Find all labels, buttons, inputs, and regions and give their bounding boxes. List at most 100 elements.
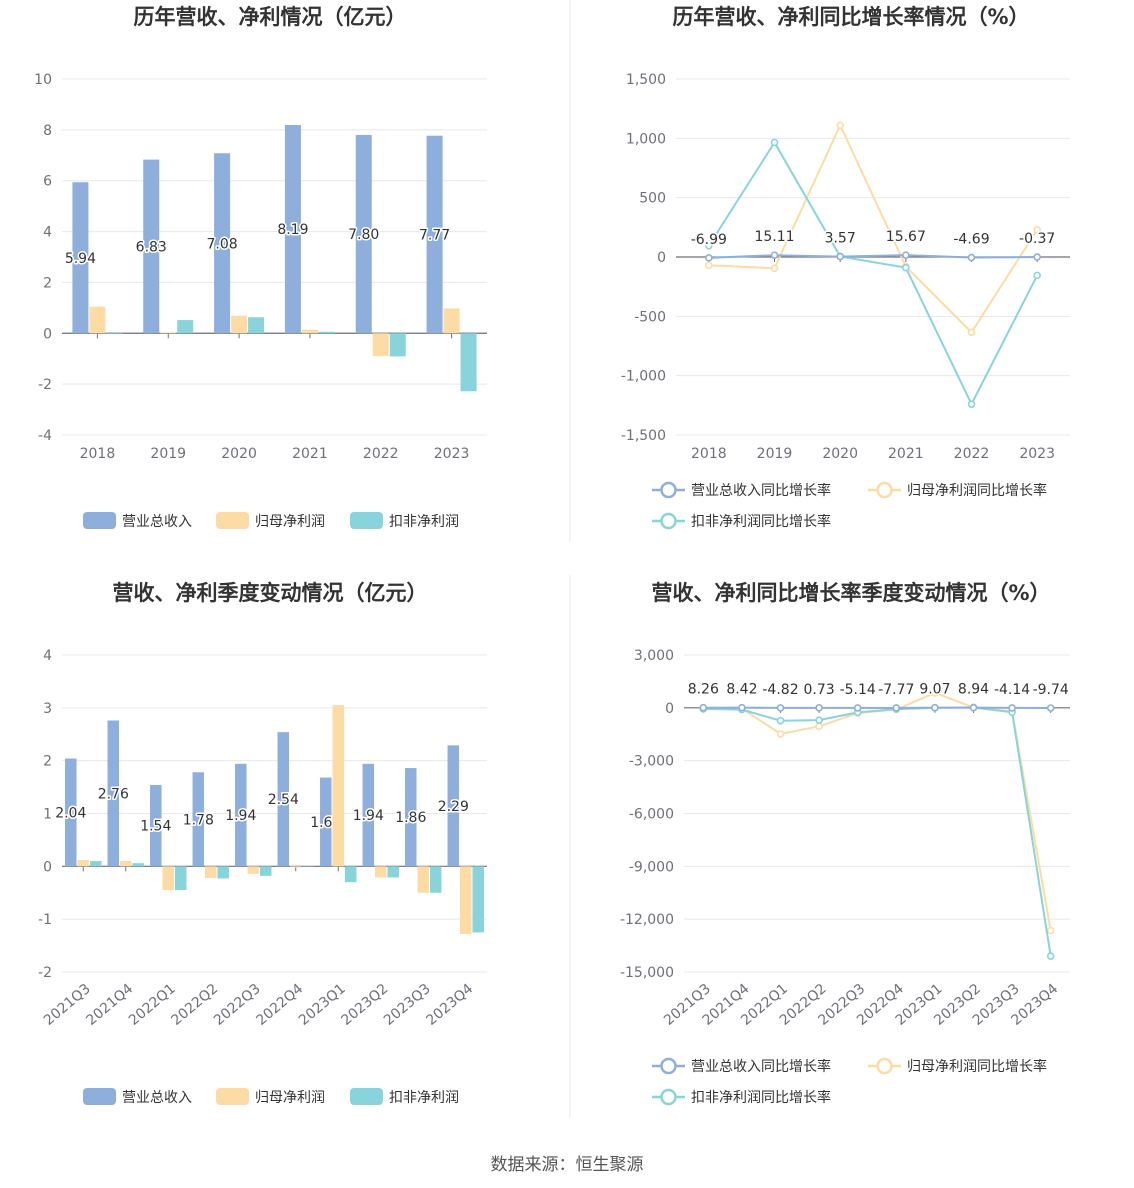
series-point xyxy=(902,251,910,259)
bar-data-label: 2.54 xyxy=(268,792,299,808)
line-data-label: 8.94 xyxy=(958,682,989,698)
y-tick-label: -15,000 xyxy=(620,965,674,981)
x-tick-label: 2018 xyxy=(691,446,727,462)
series-point xyxy=(1046,926,1055,935)
line-data-label: -7.77 xyxy=(878,682,914,698)
bar-deducted-profit xyxy=(344,866,357,883)
series-point xyxy=(902,263,910,272)
bar-net-profit xyxy=(205,866,217,878)
series-point xyxy=(1046,704,1055,712)
bar-net-profit xyxy=(247,866,259,874)
series-point xyxy=(699,703,708,712)
annual-growth-chart: 历年营收、净利同比增长率情况（%） -1,500 -1,000 -500 0 500 1,0… xyxy=(621,5,1070,530)
legend-item[interactable]: 归母净利润 xyxy=(216,512,325,530)
series-point xyxy=(892,704,901,712)
y-tick-label: 6 xyxy=(43,174,52,190)
y-tick-label: 3,000 xyxy=(634,648,674,664)
bar-deducted-profit xyxy=(302,866,314,867)
line-data-label: 3.57 xyxy=(825,231,856,247)
y-tick-label: -12,000 xyxy=(620,912,674,928)
series-point xyxy=(1033,225,1041,234)
legend-item[interactable]: 营业总收入 xyxy=(83,1088,192,1106)
legend-swatch xyxy=(216,512,249,529)
series-point xyxy=(815,704,823,712)
bar-data-label: 1.86 xyxy=(395,810,426,826)
y-tick-label: -9,000 xyxy=(629,859,674,875)
bar-revenue xyxy=(355,134,372,334)
bar-revenue xyxy=(192,772,205,867)
line-data-label: -0.37 xyxy=(1019,231,1055,247)
bar-data-label: 7.77 xyxy=(419,227,450,243)
legend-label: 归母净利润同比增长率 xyxy=(907,482,1047,499)
line-data-label: 8.26 xyxy=(688,682,719,698)
legend-swatch-marker xyxy=(876,481,893,499)
x-tick-label: 2020 xyxy=(221,446,257,462)
series-point xyxy=(815,722,823,731)
x-tick-label: 2023 xyxy=(434,446,470,462)
legend-item[interactable]: 归母净利润同比增长率 xyxy=(868,1057,1047,1075)
x-tick-label: 2018 xyxy=(80,446,116,462)
bar-net-profit xyxy=(160,332,177,334)
data-source-note: 数据来源：恒生聚源 xyxy=(490,1155,644,1175)
legend-label: 归母净利润同比增长率 xyxy=(907,1058,1047,1075)
bar-revenue xyxy=(320,777,332,867)
legend-item[interactable]: 营业总收入同比增长率 xyxy=(652,1057,831,1075)
bar-data-label: 2.76 xyxy=(98,786,129,802)
legend-item[interactable]: 扣非净利润同比增长率 xyxy=(652,1088,831,1106)
legend-label: 扣非净利润同比增长率 xyxy=(691,1089,831,1106)
chart-title: 营收、净利同比增长率季度变动情况（%） xyxy=(651,581,1050,605)
legend-item[interactable]: 扣非净利润 xyxy=(350,1088,459,1106)
x-tick-label: 2021 xyxy=(888,446,924,462)
chart-title: 历年营收、净利同比增长率情况（%） xyxy=(672,5,1029,29)
series-point xyxy=(853,704,862,712)
x-tick-label: 2023Q2 xyxy=(338,981,391,1029)
legend-item[interactable]: 营业总收入同比增长率 xyxy=(652,481,831,499)
bar-revenue xyxy=(277,732,290,867)
x-tick-label: 2023Q1 xyxy=(296,981,349,1029)
y-tick-label: 2 xyxy=(43,754,52,770)
bar-data-label: 8.19 xyxy=(277,222,308,238)
x-tick-label: 2023 xyxy=(1019,446,1055,462)
bar-deducted-profit xyxy=(472,866,484,933)
bar-revenue xyxy=(65,758,77,867)
bar-net-profit xyxy=(417,866,429,893)
legend-swatch-marker xyxy=(660,1057,677,1075)
legend-item[interactable]: 归母净利润同比增长率 xyxy=(868,481,1047,499)
bar-net-profit xyxy=(162,866,174,891)
y-tick-label: 2 xyxy=(43,275,52,291)
y-tick-label: -1,500 xyxy=(621,428,666,444)
series-point xyxy=(815,716,823,724)
bar-revenue xyxy=(150,784,162,867)
bar-revenue xyxy=(405,768,417,867)
bar-revenue xyxy=(143,159,160,334)
bar-deducted-profit xyxy=(89,861,102,867)
bar-data-label: 1.94 xyxy=(225,808,256,824)
bar-net-profit xyxy=(372,333,389,357)
series-point xyxy=(1033,253,1041,261)
legend-item[interactable]: 扣非净利润同比增长率 xyxy=(652,512,831,530)
series-point xyxy=(705,261,713,270)
legend-item[interactable]: 归母净利润 xyxy=(216,1088,325,1106)
legend-swatch xyxy=(216,1088,249,1105)
series-point xyxy=(969,703,978,712)
bar-deducted-profit xyxy=(106,333,123,335)
bar-data-label: 7.80 xyxy=(348,227,379,243)
x-tick-label: 2022 xyxy=(363,446,399,462)
legend-label: 营业总收入 xyxy=(122,1090,192,1106)
y-tick-label: 8 xyxy=(43,123,52,139)
legend-item[interactable]: 营业总收入 xyxy=(83,512,192,530)
series-point xyxy=(770,264,779,273)
legend-swatch xyxy=(350,512,383,529)
bar-data-label: 2.29 xyxy=(438,799,469,815)
series-point xyxy=(967,328,976,337)
y-tick-label: 1,500 xyxy=(626,72,666,88)
line-data-label: 0.73 xyxy=(804,682,835,698)
legend-item[interactable]: 扣非净利润 xyxy=(350,512,459,530)
series-line-2 xyxy=(703,706,1052,957)
x-tick-label: 2022 xyxy=(954,446,990,462)
legend-label: 扣非净利润 xyxy=(389,1090,459,1106)
bar-revenue xyxy=(284,125,301,334)
bar-data-label: 1.94 xyxy=(353,808,384,824)
y-tick-label: 10 xyxy=(34,72,52,88)
y-tick-label: 4 xyxy=(43,648,52,664)
